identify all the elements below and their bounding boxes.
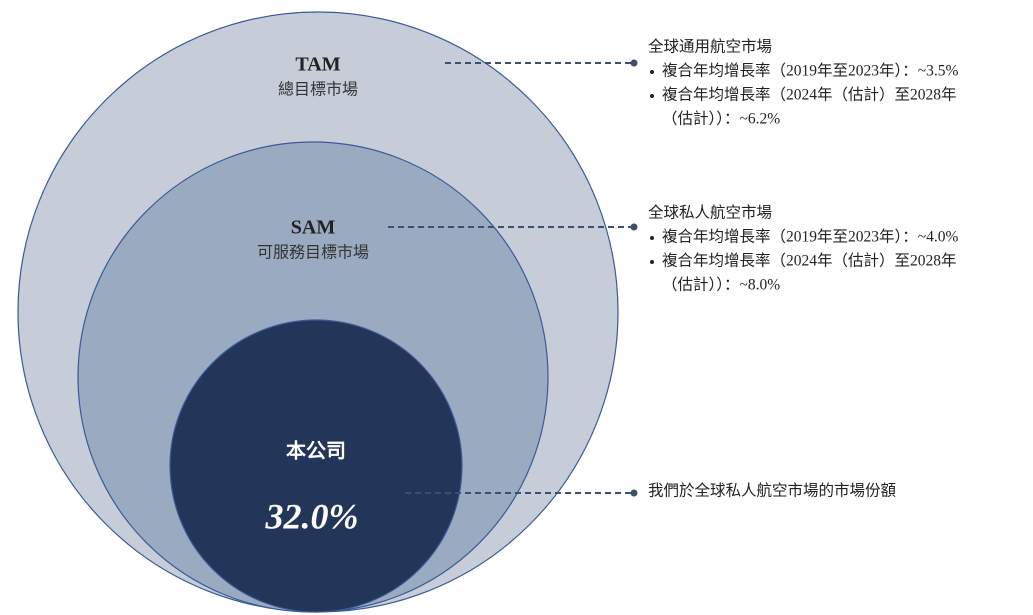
bullet-dot <box>650 236 654 240</box>
connector-dot <box>630 489 638 497</box>
bullet-dot <box>650 94 654 98</box>
bullet-dot <box>650 70 654 74</box>
annotation-bullet: （估計））：~6.2% <box>662 110 780 128</box>
annotation-title: 全球通用航空市場 <box>648 38 772 56</box>
annotation-bullet: 複合年均增長率（2019年至2023年）：~3.5% <box>662 62 959 80</box>
connector-dot <box>630 223 638 231</box>
annotation-bullet: 複合年均增長率（2019年至2023年）：~4.0% <box>662 228 959 246</box>
company-share: 32.0% <box>265 496 359 536</box>
tam-label: TAM <box>295 54 340 76</box>
annotation-title: 我們於全球私人航空市場的市場份額 <box>648 482 896 500</box>
tam-sublabel: 總目標市場 <box>278 81 358 99</box>
sam-sublabel: 可服務目標市場 <box>257 244 369 262</box>
company-label: 本公司 <box>286 439 346 463</box>
annotation-bullet: 複合年均增長率（2024年（估計）至2028年 <box>662 252 957 270</box>
bullet-dot <box>650 260 654 264</box>
sam-label: SAM <box>291 217 336 239</box>
annotation-bullet: （估計））：~8.0% <box>662 276 780 294</box>
company-circle <box>169 319 463 613</box>
annotation-title: 全球私人航空市場 <box>648 204 772 222</box>
connector-dot <box>630 59 638 67</box>
annotation-bullet: 複合年均增長率（2024年（估計）至2028年 <box>662 86 957 104</box>
connectors <box>388 62 632 494</box>
